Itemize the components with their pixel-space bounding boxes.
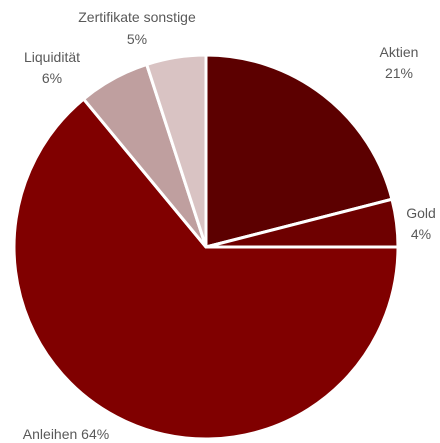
label-aktien-value: 21% bbox=[385, 65, 413, 81]
label-liquiditaet-value: 6% bbox=[42, 70, 62, 86]
pie-slice-aktien bbox=[204, 53, 394, 249]
label-zertifikate: Zertifikate sonstige 5% bbox=[78, 9, 196, 47]
label-aktien: Aktien 21% bbox=[380, 44, 419, 81]
label-gold: Gold 4% bbox=[406, 205, 436, 242]
label-zertifikate-value: 5% bbox=[127, 31, 147, 47]
label-anleihen: Anleihen 64% bbox=[23, 426, 109, 442]
label-anleihen-text: Anleihen 64% bbox=[23, 426, 109, 442]
pie-slice-anleihen bbox=[12, 97, 400, 441]
label-gold-name: Gold bbox=[406, 205, 436, 221]
label-zertifikate-name: Zertifikate sonstige bbox=[78, 9, 196, 25]
pie-slices bbox=[12, 53, 400, 441]
pie-slice-zertifikate-sonstige bbox=[145, 53, 208, 249]
label-liquiditaet: Liquidität 6% bbox=[24, 49, 80, 86]
label-aktien-name: Aktien bbox=[380, 44, 419, 60]
label-liquiditaet-name: Liquidität bbox=[24, 49, 80, 65]
label-gold-value: 4% bbox=[411, 226, 431, 242]
